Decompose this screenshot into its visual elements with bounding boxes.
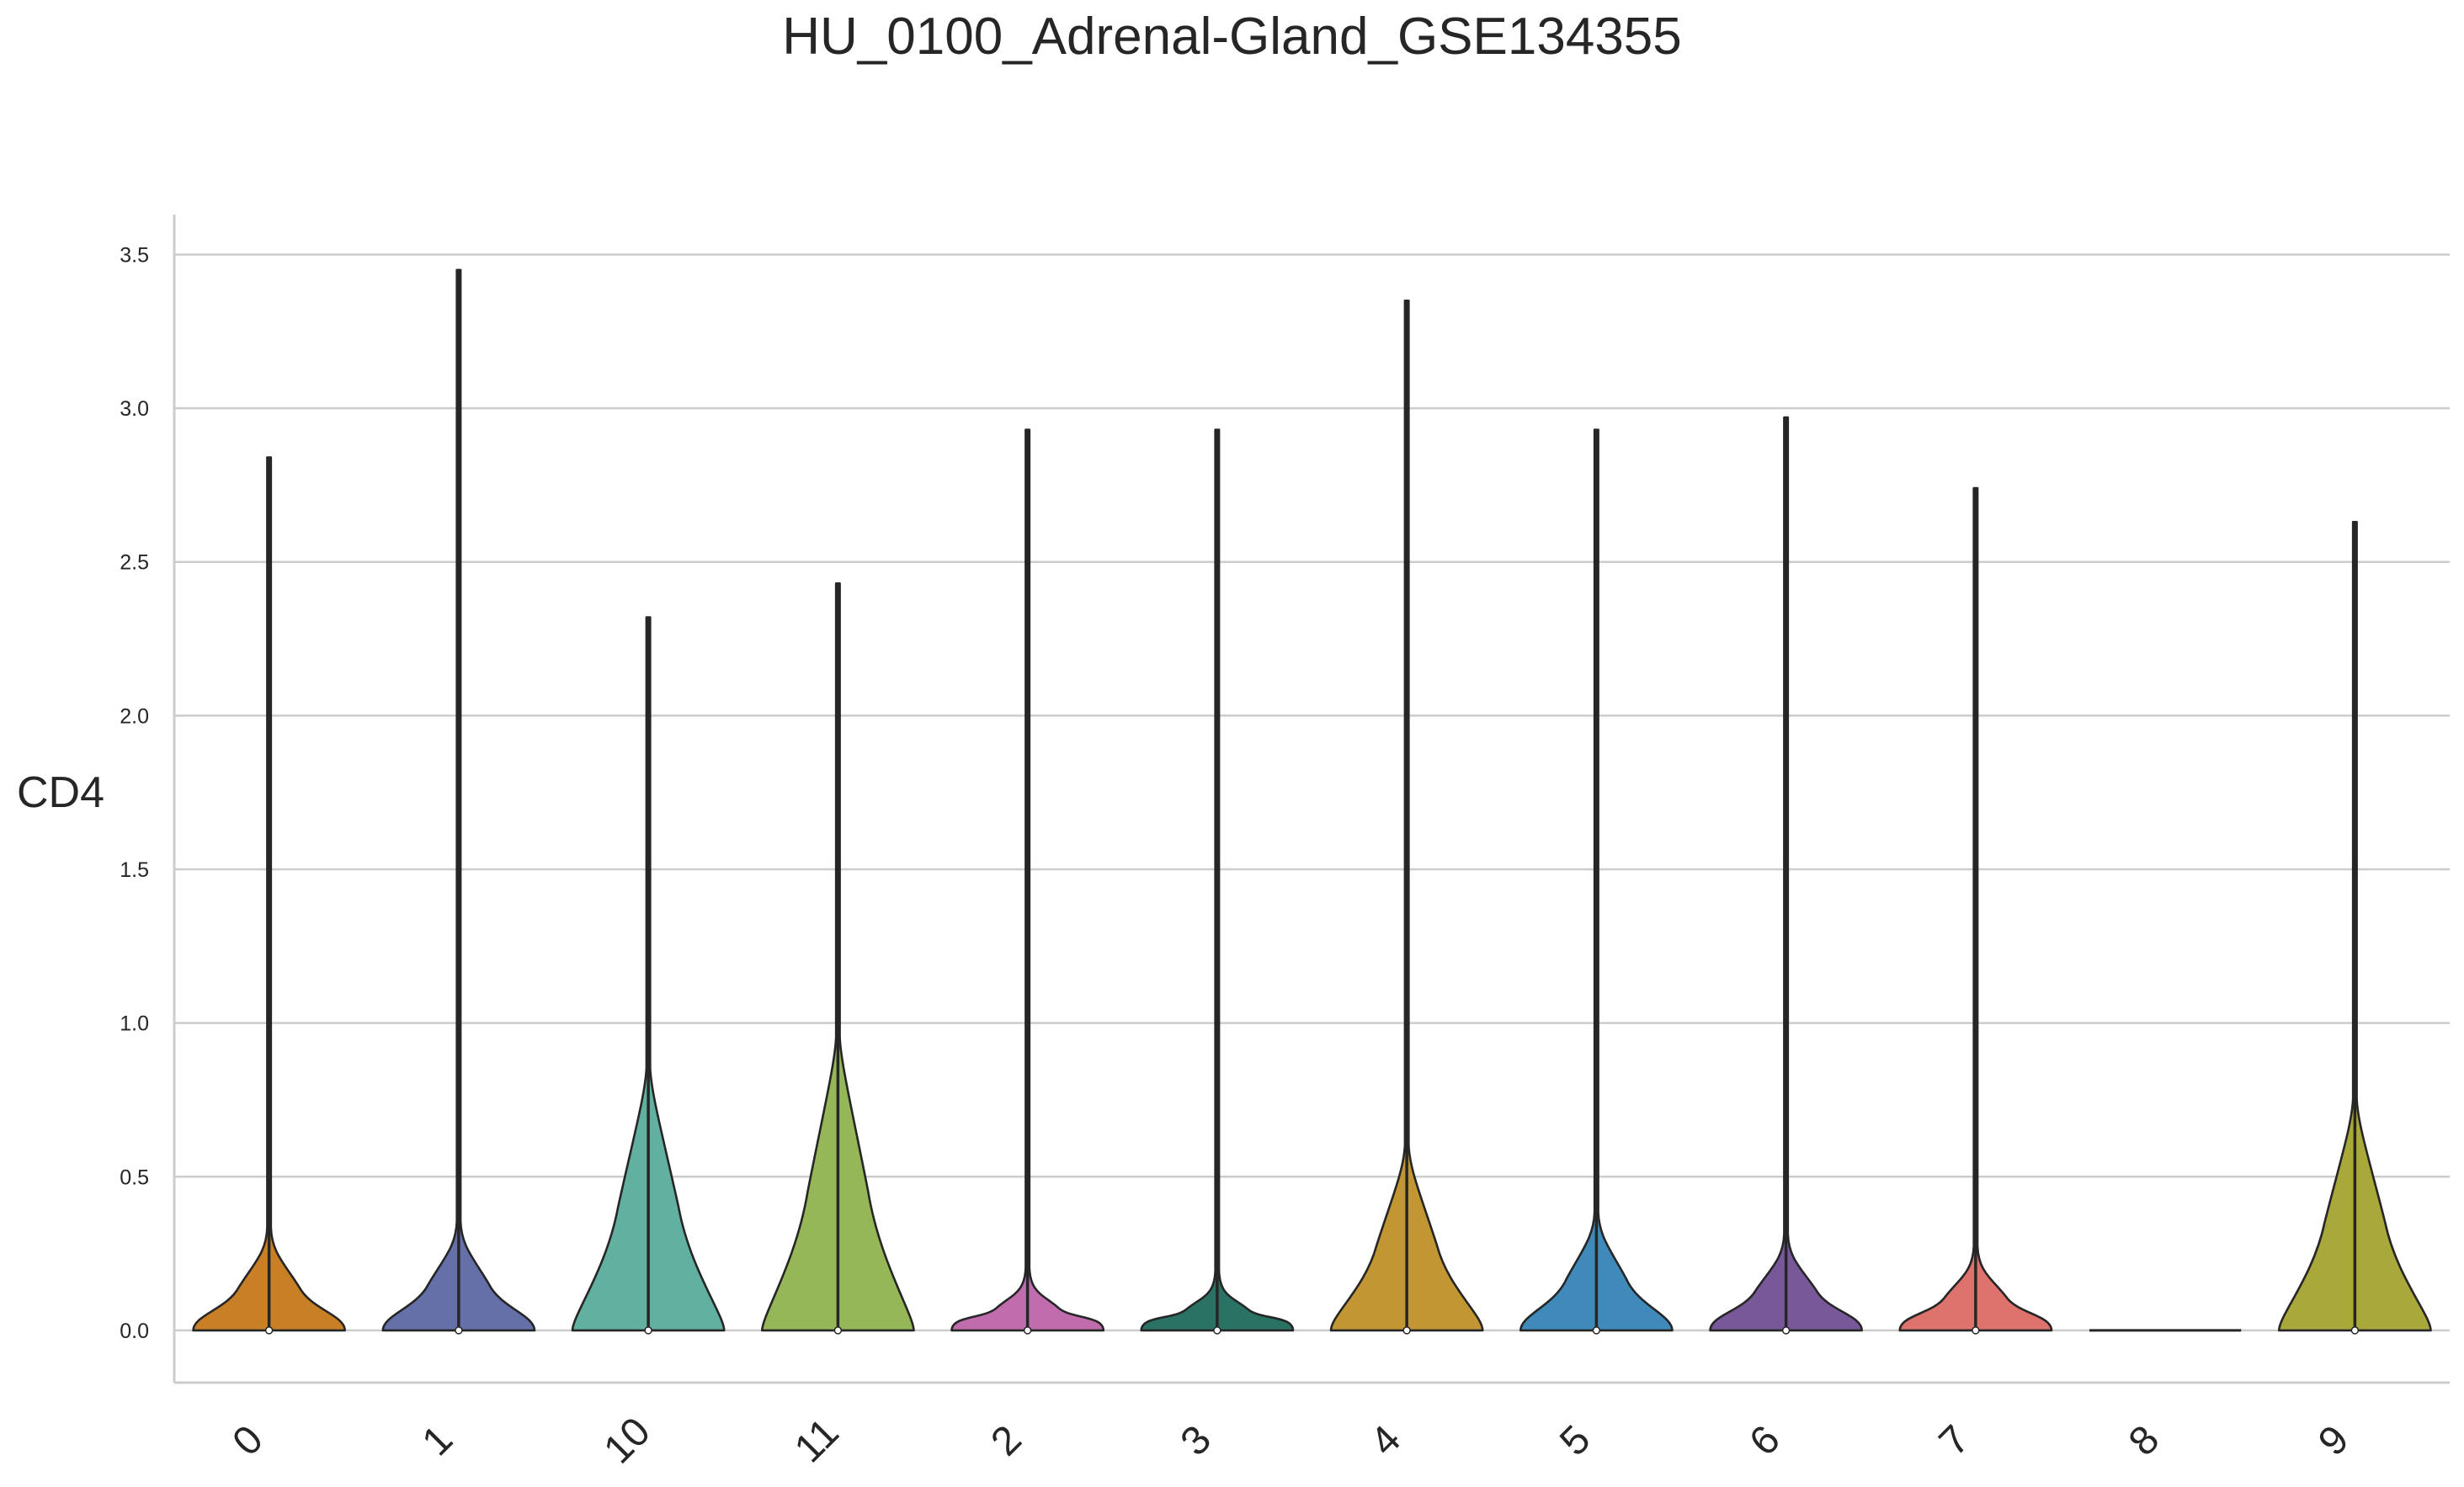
y-tick-labels: 0.0 0.5 1.0 1.5 2.0 2.5 3.0 3.5 <box>120 243 149 1342</box>
violin-6 <box>1709 416 1864 1335</box>
violin-7 <box>1898 486 2053 1335</box>
x-tick-label: 6 <box>1741 1417 1788 1464</box>
median-marker <box>264 1326 274 1335</box>
violin-1 <box>381 268 536 1335</box>
x-tick-labels: 0 1 10 11 2 3 4 5 6 7 8 9 <box>224 1409 2357 1472</box>
median-marker <box>833 1326 843 1335</box>
violin-5 <box>1519 428 1674 1335</box>
x-tick-label: 1 <box>414 1417 461 1464</box>
median-marker <box>644 1326 652 1335</box>
violin-4 <box>1329 299 1484 1335</box>
x-tick-label: 8 <box>2121 1417 2168 1464</box>
violin-11 <box>760 582 915 1335</box>
violins <box>192 268 2432 1335</box>
x-tick-label: 9 <box>2310 1417 2357 1464</box>
y-tick-label: 2.0 <box>120 704 149 728</box>
y-tick-label: 1.0 <box>120 1012 149 1036</box>
y-tick-label: 0.0 <box>120 1320 149 1343</box>
median-marker <box>1592 1326 1601 1335</box>
y-axis-label: CD4 <box>17 768 105 817</box>
violin-10 <box>571 616 726 1335</box>
median-marker <box>2350 1326 2360 1335</box>
median-marker <box>1213 1326 1221 1335</box>
x-tick-label: 2 <box>982 1417 1030 1464</box>
median-marker <box>455 1326 463 1335</box>
axes <box>173 215 2450 1384</box>
violin-0 <box>192 456 347 1335</box>
y-tick-label: 3.0 <box>120 397 149 421</box>
y-tick-label: 2.5 <box>120 551 149 575</box>
violin-2 <box>950 428 1105 1335</box>
y-tick-label: 3.5 <box>120 243 149 267</box>
y-tick-label: 0.5 <box>120 1166 149 1189</box>
x-tick-label: 3 <box>1173 1417 1220 1464</box>
x-tick-label: 7 <box>1931 1417 1978 1464</box>
median-marker <box>1972 1326 1980 1335</box>
chart-title: HU_0100_Adrenal-Gland_GSE134355 <box>782 8 1682 66</box>
y-tick-label: 1.5 <box>120 858 149 882</box>
median-marker <box>1402 1326 1411 1335</box>
x-tick-label: 11 <box>786 1410 848 1472</box>
x-tick-label: 4 <box>1362 1417 1409 1464</box>
x-tick-label: 0 <box>224 1417 271 1464</box>
median-marker <box>1023 1326 1032 1335</box>
grid-lines <box>174 253 2450 1332</box>
violin-3 <box>1140 428 1295 1335</box>
median-marker <box>1781 1326 1791 1335</box>
x-tick-label: 5 <box>1551 1417 1599 1464</box>
x-tick-label: 10 <box>596 1409 659 1472</box>
violin-9 <box>2277 520 2432 1335</box>
